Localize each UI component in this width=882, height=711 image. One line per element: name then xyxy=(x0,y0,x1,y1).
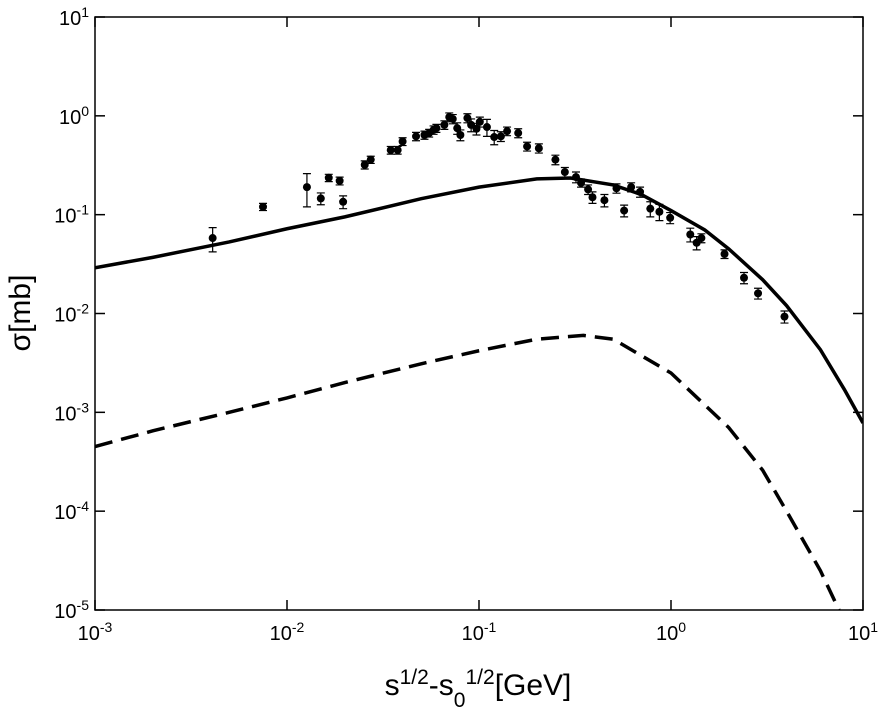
data-point xyxy=(514,129,523,138)
data-point xyxy=(588,193,597,202)
y-tick-label: 10-1 xyxy=(54,202,89,228)
data-point xyxy=(780,312,789,321)
dashed-curve xyxy=(95,333,841,610)
y-tick-label: 10-4 xyxy=(54,498,89,524)
solid-curve xyxy=(95,176,863,424)
data-point xyxy=(463,114,472,123)
y-tick-label: 10-2 xyxy=(54,301,89,327)
x-tick-label: 10-1 xyxy=(462,619,497,645)
data-point xyxy=(360,160,369,169)
data-point xyxy=(432,124,441,133)
data-point xyxy=(412,132,421,141)
data-point xyxy=(490,133,499,142)
y-tick-label: 10-3 xyxy=(54,399,89,425)
data-point xyxy=(456,130,465,139)
x-tick-label: 101 xyxy=(848,619,878,645)
data-point xyxy=(496,132,505,141)
y-tick-label: 101 xyxy=(59,4,89,30)
data-point xyxy=(316,194,325,203)
data-point xyxy=(754,289,763,298)
plot-frame xyxy=(94,16,864,611)
data-point xyxy=(398,137,407,146)
data-point xyxy=(666,213,675,222)
data-point xyxy=(600,196,609,205)
data-point xyxy=(697,234,706,243)
data-point xyxy=(686,230,695,239)
data-point xyxy=(620,206,629,215)
data-point xyxy=(335,176,344,185)
data-point xyxy=(740,273,749,282)
data-point xyxy=(577,178,586,187)
data-point xyxy=(259,202,268,211)
data-point xyxy=(720,249,729,258)
data-point xyxy=(475,117,484,126)
data-point xyxy=(482,123,491,132)
data-point xyxy=(655,207,664,216)
data-point xyxy=(366,155,375,164)
plot-area xyxy=(95,112,863,610)
y-tick-label: 10-5 xyxy=(54,597,89,623)
data-point xyxy=(646,204,655,213)
data-point xyxy=(339,197,348,206)
data-point xyxy=(448,114,457,123)
data-point xyxy=(523,142,532,151)
y-axis-label: σ[mb] xyxy=(4,275,37,352)
data-point xyxy=(560,168,569,177)
data-point xyxy=(551,155,560,164)
y-tick-label: 100 xyxy=(59,103,89,129)
data-point xyxy=(324,173,333,182)
data-point xyxy=(393,146,402,155)
data-point xyxy=(627,183,636,192)
data-point xyxy=(503,127,512,136)
x-tick-label: 10-2 xyxy=(270,619,305,645)
data-point xyxy=(302,183,311,192)
data-point xyxy=(208,234,217,243)
data-point xyxy=(440,120,449,129)
data-point xyxy=(534,144,543,153)
data-point xyxy=(386,146,395,155)
data-point xyxy=(636,187,645,196)
x-tick-label: 100 xyxy=(656,619,686,645)
x-tick-label: 10-3 xyxy=(78,619,113,645)
data-point xyxy=(612,184,621,193)
x-axis-label: s1/2-s01/2[GeV] xyxy=(385,666,572,711)
